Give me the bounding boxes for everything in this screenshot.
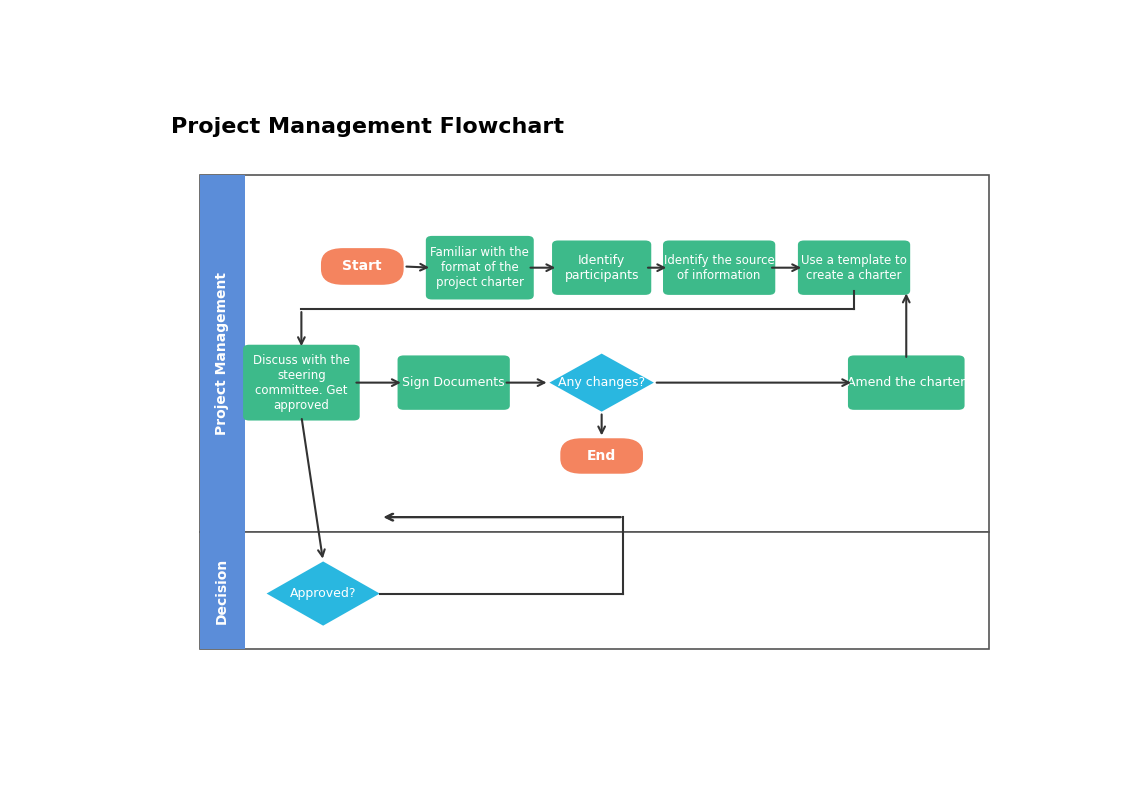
FancyBboxPatch shape — [426, 236, 533, 299]
Text: Approved?: Approved? — [290, 587, 356, 600]
FancyBboxPatch shape — [553, 241, 651, 295]
Text: Identify
participants: Identify participants — [565, 254, 639, 282]
Text: Project Management: Project Management — [216, 272, 229, 435]
Bar — [200, 533, 989, 649]
Text: Decision: Decision — [216, 557, 229, 623]
Bar — [200, 533, 245, 649]
Text: Amend the charter: Amend the charter — [847, 376, 966, 389]
Polygon shape — [266, 561, 380, 626]
Text: Start: Start — [343, 260, 382, 273]
FancyBboxPatch shape — [663, 241, 775, 295]
FancyBboxPatch shape — [321, 248, 403, 285]
Text: Any changes?: Any changes? — [558, 376, 646, 389]
Text: Identify the source
of information: Identify the source of information — [664, 254, 775, 282]
Bar — [200, 175, 989, 533]
Polygon shape — [549, 353, 654, 411]
FancyBboxPatch shape — [560, 438, 643, 474]
Text: Sign Documents: Sign Documents — [402, 376, 505, 389]
FancyBboxPatch shape — [398, 356, 510, 410]
FancyBboxPatch shape — [798, 241, 910, 295]
Bar — [200, 175, 245, 533]
Text: Discuss with the
steering
committee. Get
approved: Discuss with the steering committee. Get… — [253, 353, 350, 411]
FancyBboxPatch shape — [848, 356, 965, 410]
Text: Familiar with the
format of the
project charter: Familiar with the format of the project … — [430, 246, 529, 289]
FancyBboxPatch shape — [243, 345, 359, 421]
Text: End: End — [587, 449, 617, 463]
Text: Project Management Flowchart: Project Management Flowchart — [171, 117, 564, 137]
Text: Use a template to
create a charter: Use a template to create a charter — [801, 254, 907, 282]
